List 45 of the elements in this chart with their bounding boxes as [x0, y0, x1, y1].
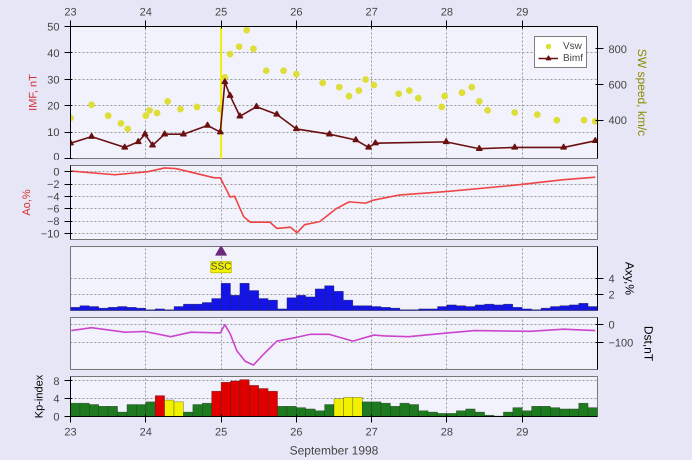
- legend-label: Vsw: [563, 40, 583, 52]
- x-tick-label: 23: [64, 6, 77, 18]
- y-tick-label: 20: [47, 100, 60, 113]
- x-axis-title: September 1998: [290, 444, 379, 458]
- y-axis-title: IMF, nT: [27, 74, 40, 111]
- legend-label: Bimf: [563, 52, 583, 64]
- y-tick-label: −6: [46, 204, 60, 216]
- y-tick-label: 0: [608, 320, 615, 332]
- y2-axis-title: SW speed, km/c: [634, 48, 649, 136]
- x-tick-label: 25: [214, 426, 228, 438]
- y-tick-label: 4: [608, 274, 615, 286]
- x-tick-label: 26: [290, 426, 302, 438]
- y-tick-label: 10: [47, 127, 60, 140]
- y-tick-label: 4: [53, 394, 60, 406]
- annotation: SSC: [210, 262, 232, 273]
- y-tick-label: −8: [46, 216, 60, 228]
- y2-axis-title: Axy,%: [622, 262, 637, 296]
- y2-tick-label: 400: [608, 115, 627, 128]
- y-tick-label: 8: [53, 376, 60, 388]
- x-tick-label: 24: [140, 6, 152, 18]
- y-tick-label: 0: [53, 166, 60, 179]
- y-tick-label: 0: [53, 412, 60, 424]
- y-tick-label: 40: [47, 48, 60, 60]
- x-tick-label: 29: [516, 6, 528, 18]
- x-tick-label: 27: [366, 426, 378, 438]
- y-tick-label: −4: [46, 191, 60, 204]
- x-tick-label: 23: [64, 426, 77, 438]
- y-axis-title: Ao,%: [20, 189, 33, 216]
- x-tick-label: 25: [214, 6, 228, 18]
- y2-tick-label: 600: [608, 79, 627, 92]
- y-tick-label: 50: [47, 22, 60, 34]
- x-tick-label: 27: [366, 6, 378, 18]
- x-tick-label: 28: [440, 426, 454, 438]
- y-tick-label: 30: [47, 74, 60, 86]
- x-tick-label: 26: [290, 6, 302, 18]
- y-tick-label: 2: [608, 290, 615, 302]
- x-tick-label: 28: [440, 6, 454, 18]
- y2-tick-label: 800: [608, 44, 627, 56]
- x-tick-label: 29: [516, 426, 528, 438]
- y2-axis-title: Dst,nT: [641, 326, 656, 362]
- y-tick-label: −2: [46, 179, 60, 191]
- y-axis-title: Kp-index: [33, 374, 46, 418]
- x-tick-label: 24: [140, 426, 152, 438]
- y-tick-label: −100: [608, 338, 634, 350]
- y-tick-label: −10: [40, 228, 60, 240]
